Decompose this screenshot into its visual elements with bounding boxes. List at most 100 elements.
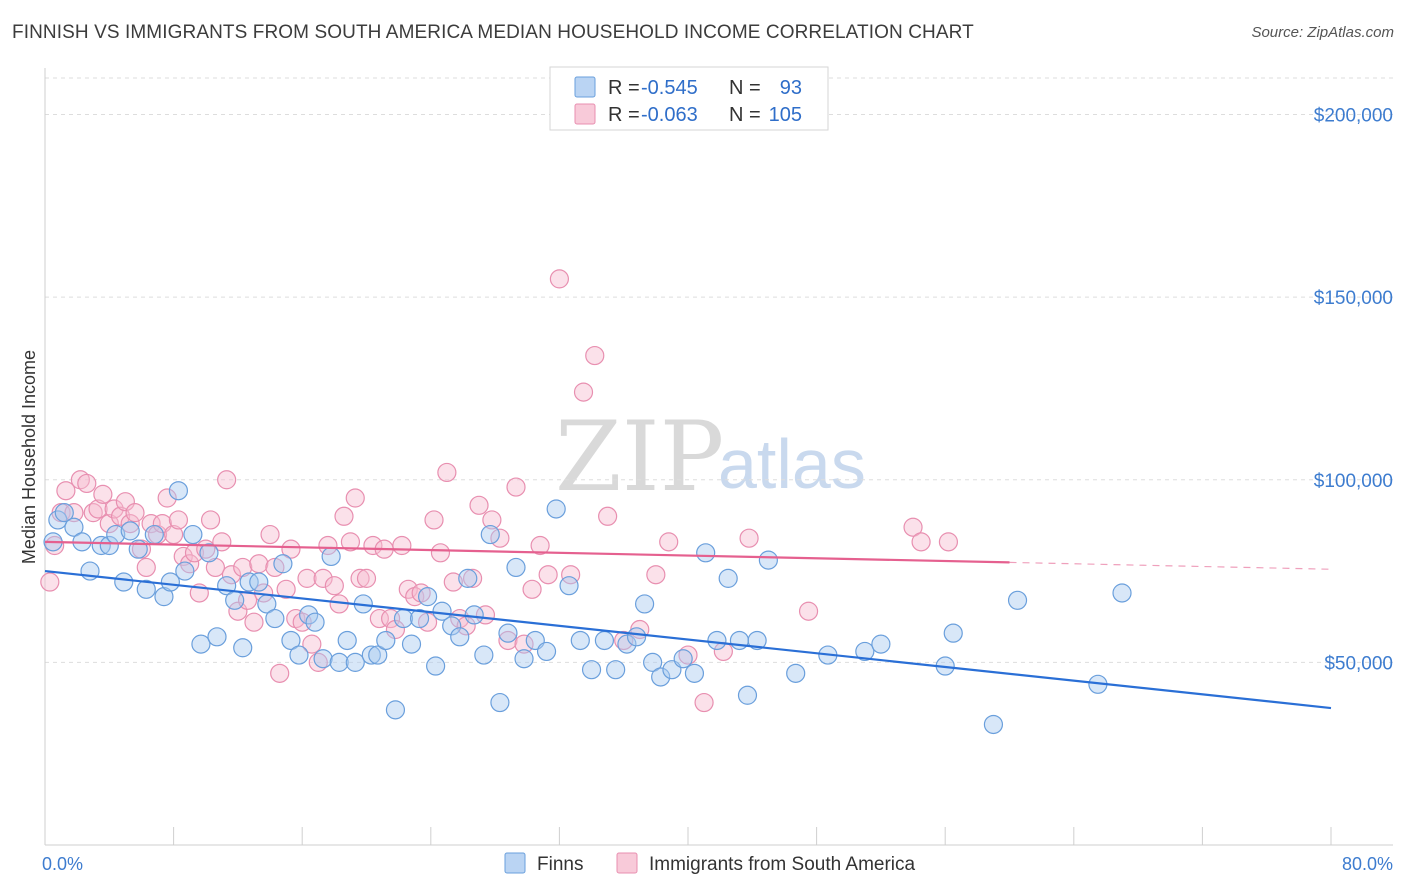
data-point-finns (401, 634, 422, 654)
data-point-finns (385, 700, 406, 720)
data-point-immigrants (334, 506, 354, 526)
data-point-immigrants (221, 565, 242, 585)
data-point-finns (426, 656, 446, 676)
data-point-finns (432, 601, 452, 621)
legend-r-label-immigrants: R = (608, 104, 640, 126)
data-point-finns (480, 524, 500, 545)
data-point-finns (594, 630, 615, 651)
data-point-finns (634, 594, 655, 614)
data-point-immigrants (392, 535, 412, 556)
data-point-finns (855, 641, 875, 662)
data-point-finns (329, 652, 349, 672)
data-point-finns (321, 546, 341, 567)
data-point-finns (474, 645, 494, 665)
data-point-finns (64, 517, 84, 537)
data-point-finns (361, 645, 381, 665)
data-point-immigrants (469, 495, 489, 515)
series-immigrants-points (40, 269, 959, 713)
data-point-immigrants (482, 510, 502, 530)
data-point-immigrants (281, 539, 301, 559)
data-point-finns (136, 579, 156, 599)
trend-line-immigrants-extension (1009, 561, 1332, 570)
data-point-immigrants (506, 477, 526, 497)
data-point-immigrants (345, 488, 365, 508)
trend-line-immigrants (44, 540, 1010, 564)
data-point-finns (696, 543, 716, 563)
data-point-finns (514, 649, 534, 669)
data-point-immigrants (385, 619, 406, 640)
data-point-finns (606, 660, 626, 680)
data-point-immigrants (88, 499, 108, 519)
data-point-immigrants (530, 535, 550, 556)
data-point-immigrants (369, 608, 389, 629)
data-point-immigrants (324, 576, 344, 596)
bottom-legend: Finns Immigrants from South America (504, 852, 916, 875)
data-point-immigrants (217, 470, 237, 490)
legend-box (549, 66, 829, 131)
data-point-finns (1112, 583, 1132, 603)
data-point-immigrants (573, 382, 594, 402)
axes (44, 68, 1393, 846)
data-point-immigrants (141, 513, 161, 534)
legend-r-value-finns: -0.545 (641, 77, 698, 99)
legend-r-label-finns: R = (608, 77, 640, 99)
data-point-finns (417, 587, 438, 607)
data-point-immigrants (646, 565, 666, 585)
data-point-immigrants (56, 481, 76, 501)
data-point-immigrants (911, 532, 931, 552)
data-point-immigrants (522, 579, 542, 599)
data-point-finns (737, 685, 758, 705)
data-point-immigrants (659, 532, 679, 552)
data-point-immigrants (739, 528, 759, 548)
legend-swatch-immigrants (574, 103, 596, 125)
data-point-finns (983, 714, 1004, 735)
data-point-immigrants (64, 503, 84, 523)
data-point-immigrants (424, 510, 444, 530)
data-point-immigrants (228, 601, 248, 621)
data-point-immigrants (136, 557, 156, 578)
data-point-finns (313, 649, 333, 669)
y-tick-label: $200,000 (1314, 106, 1393, 127)
data-point-finns (345, 652, 365, 672)
data-point-finns (91, 535, 111, 556)
legend-n-label-finns: N = (729, 77, 761, 99)
data-point-immigrants (157, 488, 177, 508)
legend-n-value-immigrants: 105 (769, 104, 802, 126)
bottom-legend-swatch-finns (504, 852, 526, 874)
data-point-immigrants (462, 568, 483, 588)
data-point-immigrants (614, 630, 634, 651)
data-point-finns (546, 499, 566, 519)
data-point-finns (506, 557, 526, 578)
data-point-finns (175, 561, 195, 581)
data-point-finns (464, 605, 484, 625)
data-point-immigrants (270, 663, 290, 683)
bottom-legend-label-immigrants: Immigrants from South America (649, 854, 916, 875)
data-point-immigrants (318, 535, 338, 556)
source-credit: Source: ZipAtlas.com (1251, 24, 1394, 41)
y-tick-label: $150,000 (1314, 288, 1393, 309)
bottom-legend-swatch-immigrants (616, 852, 638, 874)
data-point-finns (289, 645, 309, 665)
data-point-immigrants (93, 484, 113, 504)
data-point-immigrants (313, 568, 333, 588)
data-point-immigrants (249, 554, 269, 574)
data-point-finns (160, 572, 180, 592)
data-point-finns (207, 627, 227, 647)
data-point-finns (281, 630, 301, 651)
legend: R = -0.545 N = 93 R = -0.063 N = 105 (549, 66, 829, 131)
data-point-finns (199, 543, 219, 563)
legend-n-value-finns: 93 (780, 77, 802, 99)
data-point-immigrants (585, 345, 605, 366)
data-point-finns (114, 572, 134, 592)
x-tick-label-right: 80.0% (1342, 854, 1393, 874)
data-point-immigrants (549, 269, 570, 289)
data-point-immigrants (340, 532, 361, 552)
data-point-immigrants (798, 601, 819, 621)
data-point-finns (337, 630, 357, 651)
data-point-finns (376, 630, 396, 651)
data-point-immigrants (40, 572, 60, 592)
y-tick-label: $50,000 (1324, 653, 1393, 674)
data-point-finns (758, 550, 778, 570)
data-point-finns (707, 630, 727, 651)
